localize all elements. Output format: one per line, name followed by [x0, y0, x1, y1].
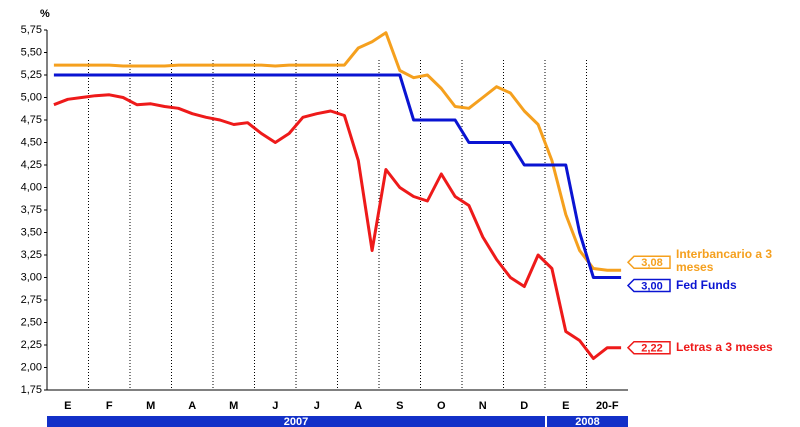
x-tick-label: M	[146, 400, 155, 412]
y-tick-label: 4,75	[21, 114, 42, 126]
y-tick-label: 5,00	[21, 91, 42, 103]
y-tick-label: 3,75	[21, 204, 42, 216]
x-tick-label: E	[562, 400, 569, 412]
y-tick-label: 3,00	[21, 271, 42, 283]
y-tick-label: 4,00	[21, 181, 42, 193]
y-tick-label: 4,25	[21, 159, 42, 171]
x-tick-label: F	[106, 400, 113, 412]
y-tick-label: 5,25	[21, 69, 42, 81]
y-tick-label: 2,25	[21, 339, 42, 351]
x-tick-label: 20-F	[596, 400, 619, 412]
legend-label: Interbancario a 3 meses	[676, 247, 773, 275]
y-tick-label: 2,00	[21, 361, 42, 373]
legend-label: Fed Funds	[676, 277, 737, 292]
x-tick-label: A	[354, 400, 362, 412]
label-box	[626, 340, 671, 355]
x-tick-label: N	[479, 400, 487, 412]
year-bar	[47, 416, 545, 427]
legend-label: Letras a 3 meses	[676, 339, 773, 354]
year-label: 2008	[575, 416, 599, 427]
x-tick-label: D	[520, 400, 528, 412]
y-tick-label: 2,50	[21, 316, 42, 328]
x-tick-label: E	[64, 400, 71, 412]
series-line	[53, 31, 622, 272]
x-tick-label: O	[437, 400, 446, 412]
year-label: 2007	[284, 416, 308, 427]
x-tick-label: J	[314, 400, 320, 412]
end-value-label: 3,08	[641, 257, 662, 269]
label-box	[626, 278, 671, 293]
x-tick-label: A	[188, 400, 196, 412]
series-line	[53, 93, 622, 360]
y-tick-label: 3,25	[21, 249, 42, 261]
x-tick-label: S	[396, 400, 403, 412]
x-tick-label: J	[272, 400, 278, 412]
y-axis-label: %	[40, 8, 50, 20]
year-bar	[547, 416, 628, 427]
end-value-label: 3,00	[641, 280, 662, 292]
x-tick-label: M	[229, 400, 238, 412]
y-tick-label: 2,75	[21, 294, 42, 306]
y-tick-label: 1,75	[21, 384, 42, 396]
y-tick-label: 4,50	[21, 136, 42, 148]
y-tick-label: 5,50	[21, 46, 42, 58]
y-tick-label: 5,75	[21, 24, 42, 36]
series-line	[53, 73, 622, 279]
y-tick-label: 3,50	[21, 226, 42, 238]
label-box	[626, 255, 671, 270]
end-value-label: 2,22	[641, 343, 662, 355]
